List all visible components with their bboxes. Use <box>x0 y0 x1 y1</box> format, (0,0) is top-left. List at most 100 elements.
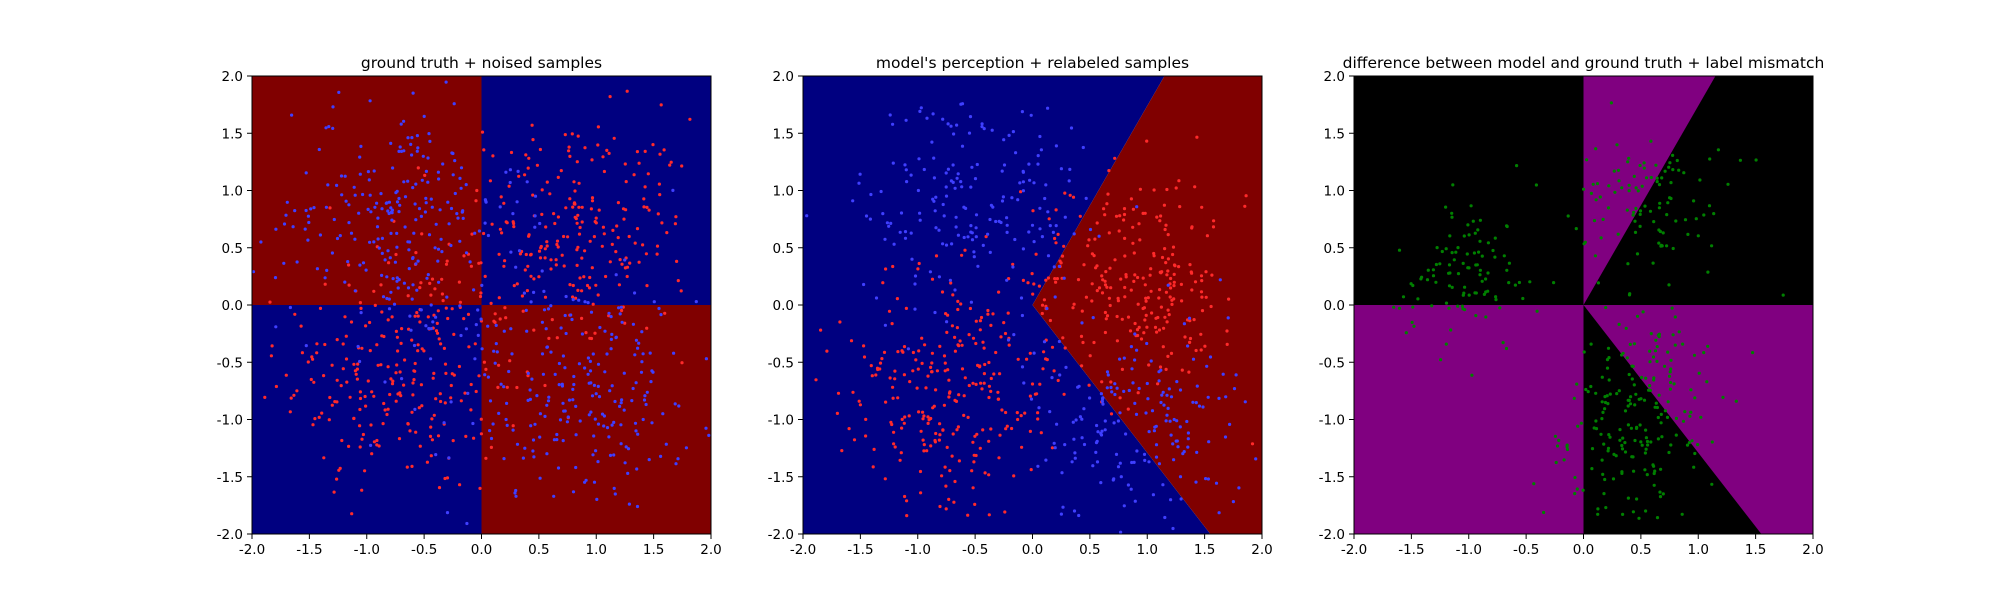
data-point <box>613 399 617 404</box>
data-point <box>1631 455 1635 459</box>
data-point <box>424 169 428 173</box>
data-point <box>467 345 471 349</box>
data-point <box>357 211 361 215</box>
data-point <box>1138 238 1142 242</box>
data-point <box>1226 316 1230 320</box>
data-point <box>457 364 461 369</box>
data-point <box>688 117 692 121</box>
data-point <box>947 395 951 399</box>
data-point <box>304 208 308 213</box>
data-point <box>1621 351 1625 355</box>
data-point <box>449 383 453 388</box>
data-point <box>1504 346 1509 351</box>
data-point <box>1712 212 1716 216</box>
data-point <box>511 212 515 216</box>
data-point <box>459 166 464 170</box>
data-point <box>1153 325 1158 329</box>
data-point <box>1186 344 1190 348</box>
data-point <box>704 357 709 361</box>
data-point <box>440 250 444 254</box>
data-point <box>1104 270 1108 274</box>
data-point <box>395 231 399 235</box>
data-point <box>315 342 319 346</box>
data-point <box>1169 276 1173 281</box>
data-point <box>1666 350 1670 354</box>
data-point <box>1082 263 1086 267</box>
data-point <box>1225 329 1229 333</box>
data-point <box>1029 113 1033 117</box>
data-point <box>1486 289 1490 293</box>
x-tick-label: 0.5 <box>1079 542 1100 558</box>
data-point <box>633 353 637 357</box>
data-point <box>560 384 565 388</box>
data-point <box>572 374 576 379</box>
data-point <box>944 507 948 511</box>
data-point <box>353 289 357 293</box>
data-point <box>948 390 952 394</box>
data-point <box>531 193 535 197</box>
data-point <box>1071 195 1076 199</box>
data-point <box>1599 432 1603 436</box>
data-point <box>671 188 675 192</box>
data-point <box>1129 288 1133 292</box>
data-point <box>1072 437 1076 441</box>
data-point <box>1135 449 1139 453</box>
data-point <box>1128 329 1133 333</box>
data-point <box>603 370 607 374</box>
data-point <box>332 217 336 222</box>
data-point <box>1670 306 1674 310</box>
data-point <box>1137 325 1141 329</box>
data-point <box>1465 252 1469 256</box>
data-point <box>414 218 418 222</box>
data-point <box>1122 212 1127 217</box>
data-point <box>504 316 508 320</box>
data-point <box>1127 388 1131 393</box>
data-point <box>476 308 480 312</box>
data-point <box>1614 454 1618 458</box>
data-point <box>1668 380 1673 385</box>
data-point <box>339 174 344 178</box>
data-point <box>307 220 311 225</box>
data-point <box>1082 442 1087 447</box>
data-point <box>1018 181 1022 185</box>
data-point <box>1194 480 1198 484</box>
data-point <box>1392 305 1396 309</box>
data-point <box>967 131 972 135</box>
data-point <box>405 465 409 469</box>
data-point <box>1634 186 1638 190</box>
data-point <box>1657 183 1662 187</box>
data-point <box>1651 261 1655 265</box>
data-point <box>1692 465 1696 469</box>
data-point <box>1026 281 1030 285</box>
data-point <box>521 309 525 313</box>
data-point <box>574 465 578 470</box>
data-point <box>588 239 592 243</box>
data-point <box>1020 313 1024 318</box>
data-point <box>955 428 959 432</box>
data-point <box>1658 495 1663 499</box>
data-point <box>1115 314 1119 319</box>
data-point <box>611 228 615 232</box>
data-point <box>960 185 964 189</box>
data-point <box>464 434 468 438</box>
data-point <box>1129 487 1133 491</box>
data-point <box>1401 295 1406 299</box>
data-point <box>1028 394 1032 398</box>
data-point <box>458 304 462 308</box>
data-point <box>614 273 618 277</box>
data-point <box>1663 364 1667 368</box>
data-point <box>953 479 957 484</box>
data-point <box>1601 472 1605 476</box>
data-point <box>1043 196 1047 201</box>
data-point <box>344 357 349 361</box>
data-point <box>1674 219 1678 223</box>
data-point <box>425 460 429 464</box>
data-point <box>592 480 597 484</box>
data-point <box>1592 426 1596 430</box>
data-point <box>576 213 580 217</box>
data-point <box>436 259 440 263</box>
data-point <box>1594 147 1598 151</box>
data-point <box>1036 162 1040 166</box>
data-point <box>479 261 483 265</box>
data-point <box>1651 355 1656 359</box>
